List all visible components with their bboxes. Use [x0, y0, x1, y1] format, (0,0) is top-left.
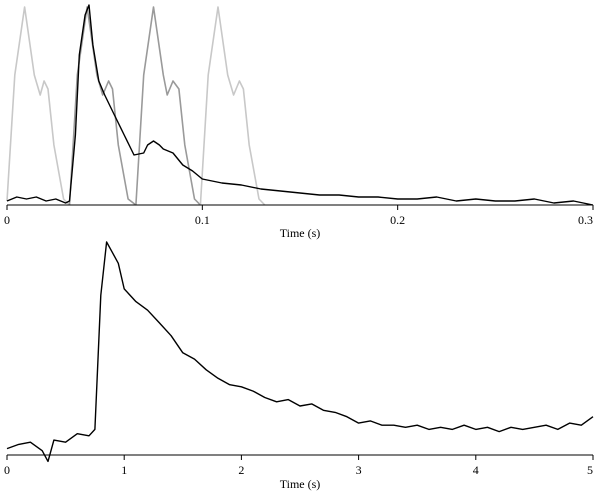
bottom-series-layer — [6, 241, 594, 463]
top-series-0-line — [6, 6, 71, 206]
top-series-2-line — [135, 6, 201, 206]
top-x-axis-label: Time (s) — [280, 226, 321, 240]
top-series-4-line — [6, 4, 594, 206]
top-series-1-line — [68, 6, 137, 206]
bottom-x-tick-label-1: 1 — [121, 463, 127, 477]
bottom-series-0-line — [6, 241, 594, 463]
top-x-tick-label-1: 0.1 — [195, 213, 210, 227]
bottom-x-tick-label-3: 3 — [356, 463, 362, 477]
bottom-tick-layer: 0 1 2 3 4 5 — [4, 455, 594, 477]
top-series-layer — [6, 4, 594, 206]
top-series-3-line — [199, 6, 266, 206]
bottom-x-tick-label-5: 5 — [587, 463, 593, 477]
top-tick-layer: 0 0.1 0.2 0.3 — [4, 205, 594, 227]
bottom-chart: 0 1 2 3 4 5 Time (s) — [4, 241, 594, 491]
bottom-x-axis-label: Time (s) — [280, 477, 321, 491]
top-x-tick-label-0: 0 — [4, 213, 10, 227]
top-x-tick-label-2: 0.2 — [390, 213, 405, 227]
top-chart: 0 0.1 0.2 0.3 Time (s) — [4, 4, 594, 240]
top-x-tick-label-3: 0.3 — [578, 213, 593, 227]
bottom-x-tick-label-4: 4 — [473, 463, 479, 477]
bottom-x-tick-label-0: 0 — [4, 463, 10, 477]
bottom-x-tick-label-2: 2 — [238, 463, 244, 477]
